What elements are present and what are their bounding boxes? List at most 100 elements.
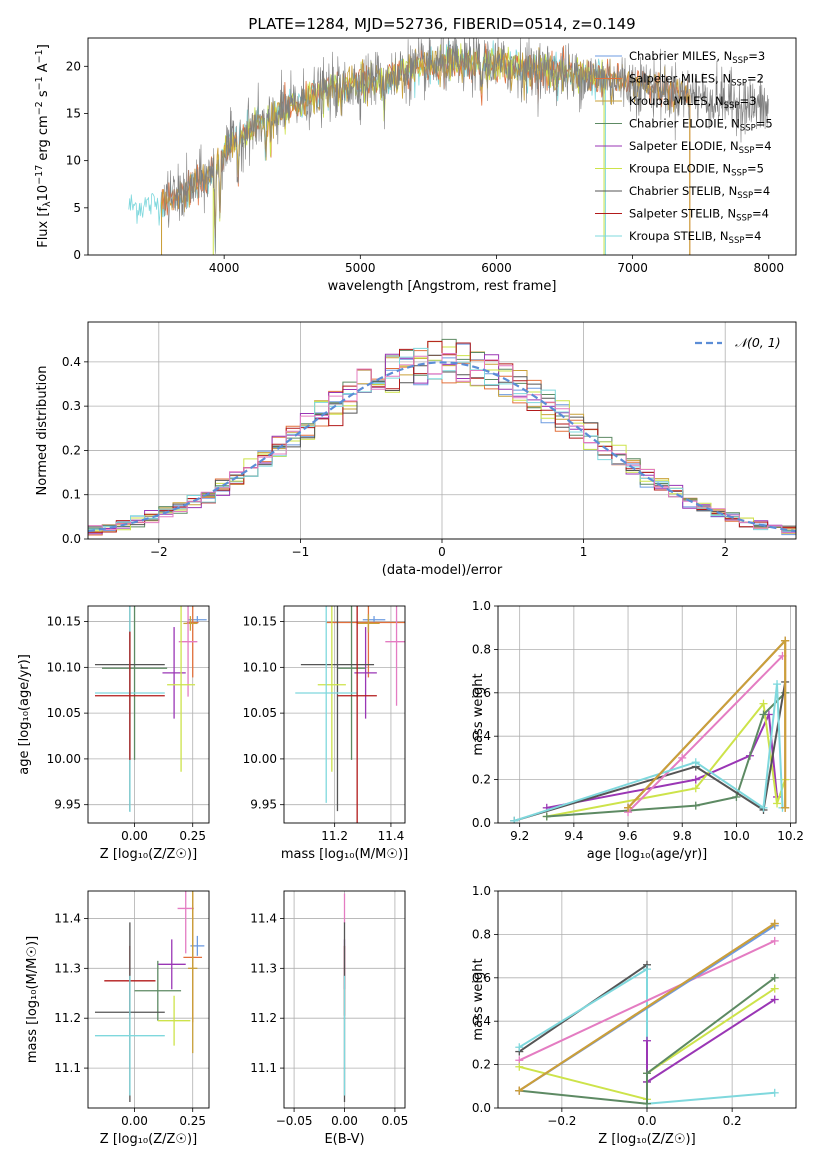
y-tick-label: 0.6 [472, 971, 491, 985]
weight-line [514, 681, 787, 822]
plus-marker [773, 799, 782, 808]
chart-age-vs-mass: 11.2 11.4 9.95 10.00 10.05 10.10 10.15 mass [lo… [243, 605, 408, 862]
y-axis-label-part: −1 [34, 49, 45, 63]
weight-line [518, 939, 776, 1062]
y-tick-label: 0.8 [472, 927, 491, 941]
chart-residuals: 𝒩(0, 1) Normed distribution −2 −1 0 1 2 0.0 0.1 0… [35, 321, 797, 578]
legend-label: Chabrier ELODIE, NSSP=5 [629, 117, 773, 134]
plus-marker [643, 1099, 651, 1108]
plot-area [88, 338, 796, 536]
legend-label: Chabrier MILES, NSSP=3 [629, 49, 765, 66]
x-tick-label: 0.25 [179, 829, 206, 843]
y-axis-label: Flux [fλ10−17 erg cm−2 s−1 A−1] [34, 44, 53, 248]
y-tick-label: 0.0 [472, 816, 491, 830]
y-tick-label: 10.00 [47, 752, 81, 766]
x-axis-label: age [log₁₀(age/yr)] [587, 847, 708, 862]
plus-marker [515, 1086, 524, 1095]
legend-nssp-sub: SSP [731, 169, 747, 179]
residual-histogram [88, 347, 796, 532]
legend-name: Kroupa ELODIE [629, 162, 715, 176]
x-tick-label: 7000 [617, 261, 648, 275]
weight-series [643, 995, 779, 1086]
y-tick-label: 1.0 [472, 599, 491, 613]
legend-entry: Chabrier ELODIE, NSSP=5 [595, 117, 773, 134]
y-tick-label: 0.4 [472, 1014, 491, 1028]
plus-marker [770, 984, 779, 993]
legend-nssp-sub: SSP [732, 56, 748, 66]
y-tick-label: 11.4 [250, 911, 277, 925]
x-tick-label: 9.2 [510, 829, 529, 843]
errorbar-point [300, 606, 375, 812]
weight-series [624, 651, 787, 817]
y-tick-label: 11.2 [54, 1011, 81, 1025]
legend-nssp-value: 4 [762, 207, 769, 221]
legend-name: Salpeter ELODIE [629, 139, 723, 153]
legend-name: Chabrier STELIB [629, 184, 721, 198]
legend-name: Chabrier MILES [629, 49, 716, 63]
x-tick-label: 0.00 [121, 829, 148, 843]
errorbar-point [337, 606, 366, 760]
plus-marker [770, 973, 779, 982]
axes-frame [87, 605, 210, 824]
legend-nssp-sub: SSP [740, 124, 756, 134]
y-tick-label: 0.0 [62, 532, 81, 546]
x-tick-label: 9.6 [618, 829, 637, 843]
plus-marker [781, 803, 790, 812]
legend-nssp-value: 2 [757, 72, 764, 86]
x-tick-label: 0 [438, 545, 446, 559]
x-tick-label: −1 [292, 545, 310, 559]
weight-series [515, 919, 779, 1095]
plus-marker [515, 1062, 524, 1071]
x-tick-label: 5000 [345, 261, 376, 275]
y-axis-label-part: ] [36, 44, 51, 49]
y-tick-label: 0.0 [472, 1101, 491, 1115]
chart-age-vs-Z: age [log₁₀(age/yr)] 0.00 0.25 9.95 10.00 10.0… [17, 605, 210, 862]
legend-nssp-eq: = [752, 207, 762, 221]
y-tick-label: 10 [66, 154, 81, 168]
legend-nssp-prefix: , N [715, 72, 731, 86]
residual-histogram [88, 353, 796, 534]
plus-marker [643, 965, 651, 974]
y-tick-label: 20 [66, 59, 81, 73]
errorbar-point [354, 627, 377, 719]
legend-name: Salpeter STELIB [629, 207, 720, 221]
y-tick-label: 5 [73, 201, 81, 215]
legend-entry: Chabrier MILES, NSSP=3 [595, 49, 765, 66]
plot-area [510, 636, 790, 823]
errorbar-point [337, 606, 377, 823]
y-tick-label: 0.4 [62, 355, 81, 369]
plus-marker [691, 784, 700, 793]
plus-marker [691, 801, 700, 810]
y-tick-label: 0.3 [62, 399, 81, 413]
y-tick-label: 10.15 [47, 615, 81, 629]
weight-line [519, 976, 776, 1105]
legend-nssp-eq: = [739, 94, 749, 108]
legend-nssp-eq: = [747, 72, 757, 86]
normal-curve [88, 361, 796, 533]
x-tick-label: 4000 [209, 261, 240, 275]
plus-marker [770, 995, 779, 1004]
y-tick-label: 11.1 [250, 1061, 277, 1075]
legend-label: Kroupa STELIB, NSSP=4 [629, 229, 761, 246]
errorbar-point [167, 606, 196, 772]
y-tick-label: 11.2 [250, 1011, 277, 1025]
y-axis-label-part: Flux [f [36, 207, 51, 248]
legend-nssp-prefix: , N [713, 229, 729, 243]
y-axis-label-part: s [36, 90, 51, 101]
x-tick-label: 10.0 [723, 829, 750, 843]
y-tick-label: 0.2 [62, 443, 81, 457]
legend-nssp-value: 4 [764, 139, 771, 153]
legend-nssp-sub: SSP [737, 191, 753, 201]
legend-entry: Kroupa STELIB, NSSP=4 [595, 229, 761, 246]
legend-entry: Kroupa ELODIE, NSSP=5 [595, 162, 764, 179]
x-tick-label: 0.00 [121, 1114, 148, 1128]
legend: 𝒩(0, 1) [695, 335, 781, 350]
x-tick-label: 9.8 [673, 829, 692, 843]
plus-marker [643, 1036, 651, 1045]
y-axis-label: mass weight [471, 673, 486, 755]
plus-marker [759, 699, 768, 708]
legend-entry: Salpeter ELODIE, NSSP=4 [595, 139, 772, 156]
y-tick-label: 10.05 [47, 706, 81, 720]
